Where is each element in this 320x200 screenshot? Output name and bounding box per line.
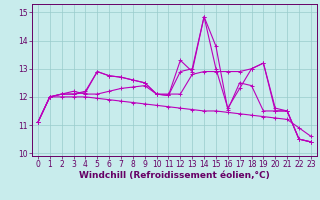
X-axis label: Windchill (Refroidissement éolien,°C): Windchill (Refroidissement éolien,°C) — [79, 171, 270, 180]
